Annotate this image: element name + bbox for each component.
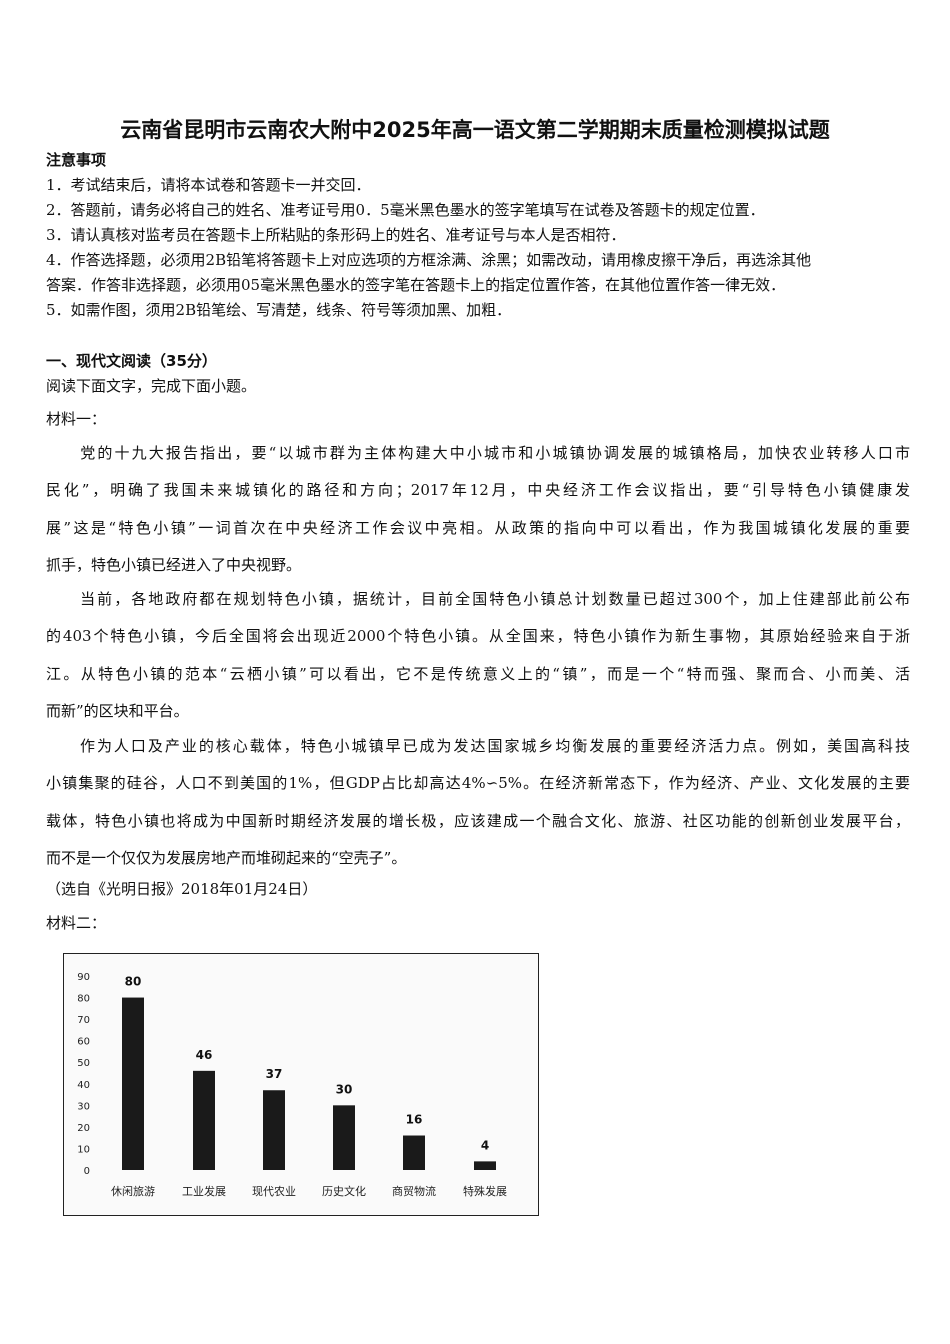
y-tick-label: 30: [77, 1101, 90, 1112]
notice-item: 4．作答选择题，必须用2B铅笔将答题卡上对应选项的方框涂满、涂黑；如需改动，请用…: [46, 251, 812, 269]
data-label: 37: [266, 1067, 283, 1081]
paragraph-line: 而不是一个仅仅为发展房地产而堆砌起来的“空壳子”。: [46, 848, 407, 867]
paragraph-line: 作为人口及产业的核心载体，特色小城镇早已成为发达国家城乡均衡发展的重要经济活力点…: [46, 737, 910, 755]
y-tick-label: 80: [77, 994, 90, 1005]
bar: [122, 997, 144, 1170]
x-tick-label: 休闲旅游: [111, 1184, 155, 1198]
page-title: 云南省昆明市云南农大附中2025年高一语文第二学期期末质量检测模拟试题: [120, 118, 830, 142]
bar-chart: 0 10 20 30 40 50 60 70 80 90 80 休闲旅游 46 工业发展 37 现代农业 30 历…: [63, 953, 539, 1216]
data-label: 4: [481, 1138, 489, 1152]
x-tick-label: 工业发展: [182, 1184, 226, 1198]
source-citation: （选自《光明日报》2018年01月24日）: [46, 880, 318, 898]
y-tick-label: 40: [77, 1080, 90, 1091]
paragraph-line: 民化”，明确了我国未来城镇化的路径和方向；2017年12月，中央经济工作会议指出…: [46, 481, 910, 500]
notice-item: 2．答题前，请务必将自己的姓名、准考证号用0．5毫米黑色墨水的签字笔填写在试卷及…: [46, 201, 765, 219]
bar: [333, 1105, 355, 1170]
data-label: 80: [125, 975, 142, 989]
bar: [193, 1070, 215, 1170]
bar: [263, 1090, 285, 1170]
y-tick-label: 60: [77, 1037, 90, 1048]
x-tick-label: 现代农业: [252, 1184, 296, 1198]
notice-item: 答案．作答非选择题，必须用05毫米黑色墨水的签字笔在答题卡上的指定位置作答，在其…: [46, 276, 786, 294]
paragraph-line: 的403个特色小镇，今后全国将会出现近2000个特色小镇。从全国来，特色小镇作为…: [46, 627, 910, 646]
bar: [403, 1135, 425, 1170]
x-tick-label: 特殊发展: [463, 1184, 507, 1198]
notice-item: 5．如需作图，须用2B铅笔绘、写清楚，线条、符号等须加黑、加粗．: [46, 301, 512, 319]
y-tick-label: 0: [84, 1166, 90, 1177]
data-label: 46: [196, 1048, 213, 1062]
paragraph-line: 小镇集聚的硅谷，人口不到美国的1%，但GDP占比却高达4%∽5%。在经济新常态下…: [46, 774, 910, 793]
notice-section: 注意事项 1．考试结束后，请将本试卷和答题卡一并交回． 2．答题前，请务必将自己…: [46, 148, 811, 323]
material2-label: 材料二：: [46, 914, 107, 932]
paragraph-line: 抓手，特色小镇已经进入了中央视野。: [46, 555, 302, 574]
y-tick-label: 90: [77, 972, 90, 983]
paragraph-line: 载体，特色小镇也将成为中国新时期经济发展的增长极，应该建成一个融合文化、旅游、社…: [46, 811, 910, 830]
paragraph-line: 党的十九大报告指出，要“以城市群为主体构建大中小城市和小城镇协调发展的城镇格局，…: [46, 444, 910, 462]
notice-item: 1．考试结束后，请将本试卷和答题卡一并交回．: [46, 176, 371, 194]
y-tick-label: 70: [77, 1015, 90, 1026]
section-instruction: 阅读下面文字，完成下面小题。: [46, 377, 257, 395]
material1-label: 材料一：: [46, 410, 107, 428]
bar: [474, 1161, 496, 1170]
y-tick-label: 50: [77, 1058, 90, 1069]
y-tick-label: 10: [77, 1144, 90, 1155]
x-tick-label: 商贸物流: [392, 1184, 436, 1198]
data-label: 16: [406, 1113, 423, 1127]
paragraph-line: 展”这是“特色小镇”一词首次在中央经济工作会议中亮相。从政策的指向中可以看出，作…: [46, 518, 910, 537]
section-heading: 一、现代文阅读（35分）: [46, 352, 217, 370]
x-tick-label: 历史文化: [322, 1184, 366, 1198]
notice-heading: 注意事项: [46, 151, 107, 169]
paragraph-line: 而新”的区块和平台。: [46, 701, 189, 720]
paragraph-line: 当前，各地政府都在规划特色小镇，据统计，目前全国特色小镇总计划数量已超过300个…: [46, 590, 910, 608]
paragraph-line: 江。从特色小镇的范本“云栖小镇”可以看出，它不是传统意义上的“镇”，而是一个“特…: [46, 664, 910, 683]
y-tick-label: 20: [77, 1123, 90, 1134]
notice-item: 3．请认真核对监考员在答题卡上所粘贴的条形码上的姓名、准考证号与本人是否相符．: [46, 226, 626, 244]
data-label: 30: [336, 1082, 353, 1096]
